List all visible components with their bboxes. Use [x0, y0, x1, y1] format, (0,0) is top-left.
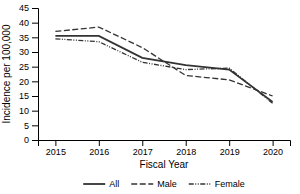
y-tick-mark	[32, 81, 38, 82]
x-tick: 2016	[89, 140, 109, 157]
y-tick: 15	[19, 91, 38, 101]
x-tick-mark	[273, 140, 274, 146]
legend: All Male Female	[83, 179, 245, 189]
y-tick-label: 25	[19, 62, 29, 72]
x-tick-mark	[186, 140, 187, 146]
legend-item: Female	[189, 179, 245, 189]
x-axis: 2015 2016 2017 2018 2019 2020	[39, 140, 291, 157]
y-tick-label: 30	[19, 47, 29, 57]
plot: 2015 2016 2017 2018 2019 2020 0 5 10 15 20 25 30 35 40…	[19, 3, 291, 157]
y-tick: 40	[19, 18, 38, 28]
x-tick-mark	[55, 140, 56, 146]
x-tick: 2020	[263, 140, 283, 157]
y-tick-label: 20	[19, 77, 29, 87]
y-tick: 30	[19, 47, 38, 57]
x-tick-label: 2018	[176, 147, 196, 157]
y-tick: 5	[24, 121, 38, 131]
x-tick-mark	[229, 140, 230, 146]
y-tick-label: 40	[19, 18, 29, 28]
x-tick-mark	[142, 140, 143, 146]
legend-swatch	[83, 183, 105, 185]
chart: 2015 2016 2017 2018 2019 2020 0 5 10 15 20 25 30 35 40…	[0, 0, 300, 194]
y-tick-mark	[32, 23, 38, 24]
y-tick-label: 45	[19, 3, 29, 13]
legend-item: Male	[131, 179, 177, 189]
series-line	[55, 27, 272, 96]
legend-label: All	[109, 179, 119, 189]
y-tick-label: 35	[19, 33, 29, 43]
y-tick: 10	[19, 106, 38, 116]
x-axis-title: Fiscal Year	[140, 159, 190, 170]
y-tick-mark	[32, 37, 38, 38]
x-axis-line	[39, 141, 291, 147]
y-axis-line	[32, 9, 39, 141]
series-line	[55, 36, 272, 102]
x-tick-mark	[99, 140, 100, 146]
legend-swatch	[131, 183, 153, 184]
y-tick-label: 10	[19, 106, 29, 116]
y-tick: 20	[19, 77, 38, 87]
x-tick-label: 2017	[133, 147, 153, 157]
background	[0, 0, 300, 194]
y-tick-label: 0	[24, 135, 29, 145]
y-axis-title: Incidence per 100,000	[1, 24, 12, 123]
x-tick: 2015	[46, 140, 66, 157]
y-tick-mark	[32, 67, 38, 68]
legend-swatch	[189, 183, 211, 184]
x-tick: 2019	[220, 140, 240, 157]
x-tick-label: 2015	[46, 147, 66, 157]
y-tick-mark	[32, 8, 38, 9]
lines	[55, 27, 272, 103]
x-tick-label: 2019	[220, 147, 240, 157]
y-axis: 0 5 10 15 20 25 30 35 40 45	[19, 3, 39, 145]
legend-label: Male	[157, 179, 177, 189]
x-tick: 2018	[176, 140, 196, 157]
y-tick-label: 5	[24, 121, 29, 131]
x-tick: 2017	[133, 140, 153, 157]
x-tick-label: 2016	[89, 147, 109, 157]
y-tick-mark	[32, 96, 38, 97]
y-tick-mark	[32, 125, 38, 126]
y-tick-mark	[32, 140, 38, 141]
y-tick: 35	[19, 33, 38, 43]
y-tick: 25	[19, 62, 38, 72]
legend-item: All	[83, 179, 119, 189]
y-tick: 45	[19, 3, 38, 13]
y-tick-mark	[32, 52, 38, 53]
x-tick-label: 2020	[263, 147, 283, 157]
y-tick-mark	[32, 111, 38, 112]
series-line	[55, 39, 272, 104]
legend-label: Female	[215, 179, 245, 189]
y-tick-label: 15	[19, 91, 29, 101]
y-tick: 0	[24, 135, 38, 145]
